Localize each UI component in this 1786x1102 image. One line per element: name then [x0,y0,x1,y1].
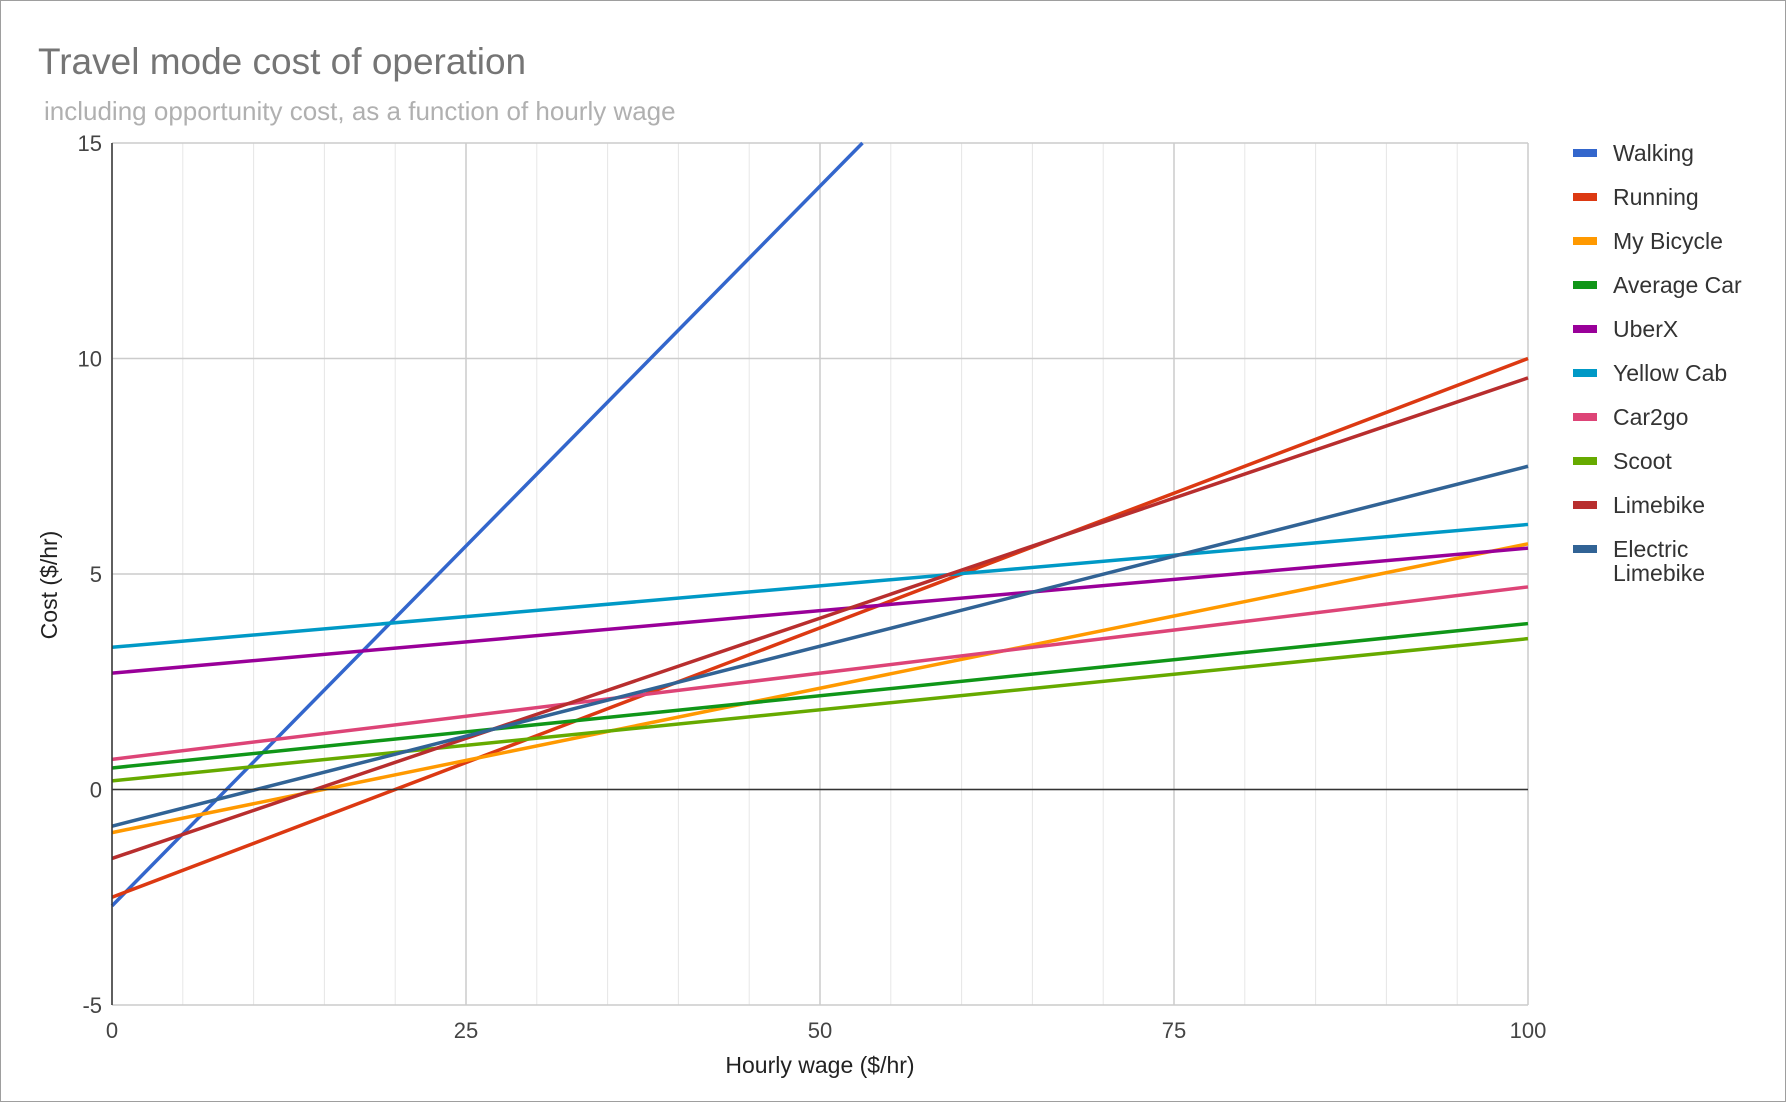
grid [111,142,1529,1006]
legend-swatch-running [1573,193,1597,201]
series-line-uberx [111,546,1529,675]
y-tick-label: 0 [90,778,102,803]
chart-subtitle: including opportunity cost, as a functio… [44,96,676,126]
y-tick-label: 5 [90,562,102,587]
legend-label-scoot: Scoot [1613,448,1672,474]
legend-swatch-uberx [1573,325,1597,333]
series-line-walking [110,141,864,908]
x-axis-title: Hourly wage ($/hr) [725,1052,914,1078]
x-tick-label: 75 [1162,1018,1186,1043]
x-tick-labels: 0 25 50 75 100 [106,1018,1546,1043]
x-tick-label: 0 [106,1018,118,1043]
legend-label-walking: Walking [1613,140,1694,166]
legend-swatch-limebike [1573,501,1597,509]
legend-label-car2go: Car2go [1613,404,1688,430]
series-line-electric-limebike [111,464,1529,828]
x-tick-label: 25 [454,1018,478,1043]
x-tick-label: 100 [1510,1018,1547,1043]
legend-label-running: Running [1613,184,1699,210]
y-tick-labels: -5 0 5 10 15 [78,131,102,1018]
series-line-average-car [111,621,1529,770]
y-tick-label: 10 [78,347,102,372]
legend-swatch-yellow-cab [1573,369,1597,377]
legend-label-electric-limebike: Electric Limebike [1613,536,1705,586]
y-axis-title: Cost ($/hr) [36,531,62,640]
legend-swatch-walking [1573,149,1597,157]
legend-label-my-bicycle: My Bicycle [1613,228,1723,254]
y-tick-label: -5 [82,993,102,1018]
chart-title: Travel mode cost of operation [38,41,526,82]
x-tick-label: 50 [808,1018,832,1043]
legend-label-limebike: Limebike [1613,492,1705,518]
series-line-running [111,356,1529,899]
y-tick-label: 15 [78,131,102,156]
series-line-my-bicycle [111,542,1529,835]
legend-swatch-my-bicycle [1573,237,1597,245]
legend-swatch-electric-limebike [1573,545,1597,553]
series-line-car2go [111,585,1529,762]
series-line-scoot [111,636,1529,783]
legend-label-uberx: UberX [1613,316,1678,342]
legend-swatch-scoot [1573,457,1597,465]
legend-label-yellow-cab: Yellow Cab [1613,360,1727,386]
legend-swatch-average-car [1573,281,1597,289]
legend: Walking Running My Bicycle Average Car UberX… [1573,140,1742,586]
series-line-limebike [111,376,1529,861]
series-lines [110,141,1529,908]
axes [111,143,1528,1005]
series-line-yellow-cab [111,522,1529,650]
legend-label-average-car: Average Car [1613,272,1742,298]
legend-swatch-car2go [1573,413,1597,421]
